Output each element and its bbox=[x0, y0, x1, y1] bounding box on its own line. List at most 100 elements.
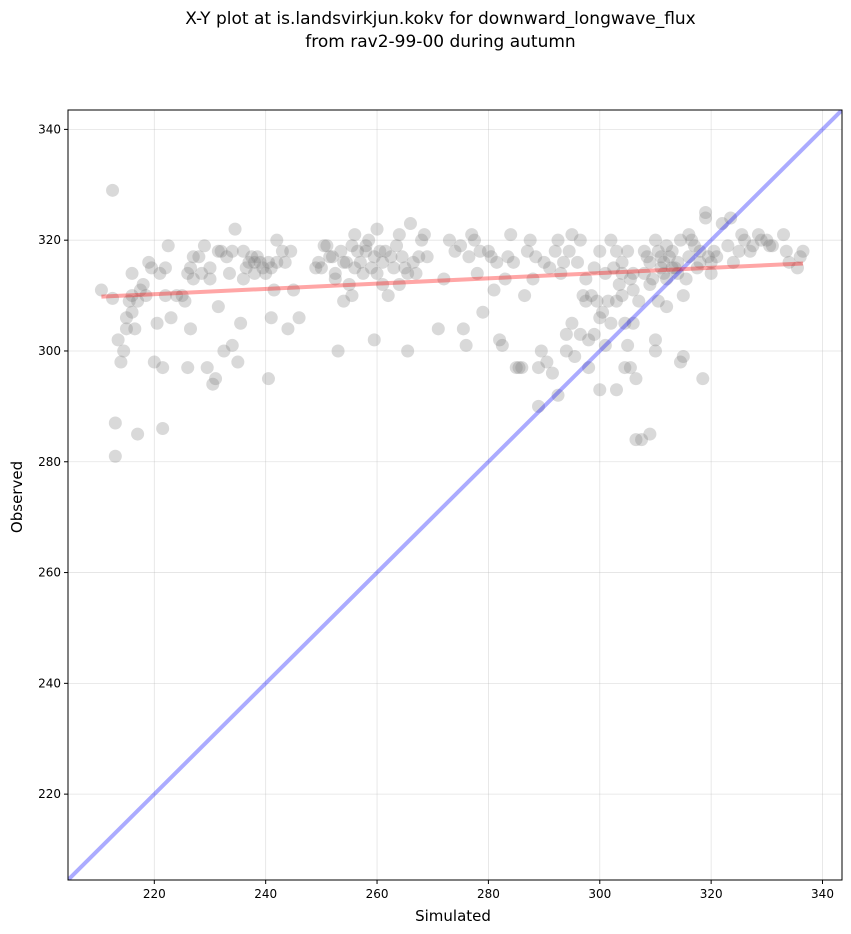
data-point bbox=[621, 244, 635, 258]
data-point bbox=[454, 239, 468, 253]
y-tick-label: 340 bbox=[38, 122, 61, 136]
data-point bbox=[370, 266, 384, 280]
data-point bbox=[648, 233, 662, 247]
data-point bbox=[270, 233, 284, 247]
data-point bbox=[459, 338, 473, 352]
data-point bbox=[665, 244, 679, 258]
data-point bbox=[122, 294, 136, 308]
data-point bbox=[573, 327, 587, 341]
reference-lines bbox=[68, 110, 842, 880]
data-point bbox=[203, 261, 217, 275]
data-point bbox=[562, 244, 576, 258]
data-point bbox=[573, 233, 587, 247]
data-point bbox=[420, 250, 434, 264]
data-point bbox=[660, 300, 674, 314]
data-point bbox=[576, 289, 590, 303]
data-point bbox=[108, 416, 122, 430]
data-point bbox=[403, 217, 417, 231]
data-point bbox=[609, 383, 623, 397]
data-point bbox=[398, 261, 412, 275]
data-point bbox=[239, 261, 253, 275]
data-point bbox=[150, 316, 164, 330]
data-point bbox=[222, 266, 236, 280]
data-point bbox=[735, 228, 749, 242]
data-point bbox=[587, 261, 601, 275]
data-point bbox=[559, 327, 573, 341]
data-point bbox=[448, 244, 462, 258]
data-point bbox=[170, 289, 184, 303]
data-point bbox=[682, 250, 696, 264]
data-point bbox=[376, 255, 390, 269]
data-point bbox=[417, 228, 431, 242]
data-point bbox=[236, 244, 250, 258]
data-point bbox=[236, 272, 250, 286]
data-point bbox=[125, 289, 139, 303]
data-point bbox=[501, 250, 515, 264]
data-point bbox=[632, 294, 646, 308]
data-point bbox=[668, 261, 682, 275]
data-point bbox=[548, 244, 562, 258]
data-point bbox=[328, 266, 342, 280]
data-point bbox=[660, 239, 674, 253]
data-point bbox=[609, 244, 623, 258]
data-point bbox=[604, 233, 618, 247]
data-point bbox=[431, 322, 445, 336]
data-point bbox=[462, 250, 476, 264]
data-point bbox=[334, 244, 348, 258]
data-point bbox=[515, 361, 529, 375]
data-point bbox=[156, 422, 170, 436]
data-point bbox=[674, 233, 688, 247]
x-tick-label: 280 bbox=[477, 887, 500, 901]
data-point bbox=[381, 289, 395, 303]
data-point bbox=[593, 383, 607, 397]
data-point bbox=[746, 239, 760, 253]
data-point bbox=[582, 333, 596, 347]
data-point bbox=[648, 344, 662, 358]
data-point bbox=[540, 355, 554, 369]
data-point bbox=[261, 255, 275, 269]
data-point bbox=[579, 272, 593, 286]
data-point bbox=[337, 255, 351, 269]
data-point bbox=[765, 239, 779, 253]
data-point bbox=[412, 250, 426, 264]
data-point bbox=[390, 239, 404, 253]
data-point bbox=[367, 333, 381, 347]
data-point bbox=[498, 272, 512, 286]
data-point bbox=[662, 250, 676, 264]
data-point bbox=[651, 294, 665, 308]
data-point bbox=[156, 361, 170, 375]
data-point bbox=[359, 239, 373, 253]
data-point bbox=[206, 377, 220, 391]
data-point bbox=[270, 255, 284, 269]
data-point bbox=[320, 239, 334, 253]
data-point bbox=[267, 283, 281, 297]
data-point bbox=[284, 244, 298, 258]
data-point bbox=[601, 294, 615, 308]
data-point bbox=[192, 250, 206, 264]
data-point bbox=[401, 344, 415, 358]
data-point bbox=[387, 261, 401, 275]
data-point bbox=[253, 255, 267, 269]
data-point bbox=[348, 261, 362, 275]
data-point bbox=[506, 255, 520, 269]
x-tick-label: 320 bbox=[700, 887, 723, 901]
data-point bbox=[637, 244, 651, 258]
data-point bbox=[281, 322, 295, 336]
data-point bbox=[676, 350, 690, 364]
data-point bbox=[615, 255, 629, 269]
data-point bbox=[108, 449, 122, 463]
data-point bbox=[726, 255, 740, 269]
data-point bbox=[660, 272, 674, 286]
data-point bbox=[164, 311, 178, 325]
data-point bbox=[317, 239, 331, 253]
data-point bbox=[612, 277, 626, 291]
x-tick-label: 300 bbox=[588, 887, 611, 901]
data-point bbox=[607, 261, 621, 275]
data-point bbox=[537, 255, 551, 269]
data-point bbox=[699, 211, 713, 225]
data-point bbox=[409, 266, 423, 280]
data-point bbox=[248, 255, 262, 269]
data-point bbox=[106, 291, 120, 305]
data-point bbox=[323, 250, 337, 264]
data-point bbox=[604, 316, 618, 330]
